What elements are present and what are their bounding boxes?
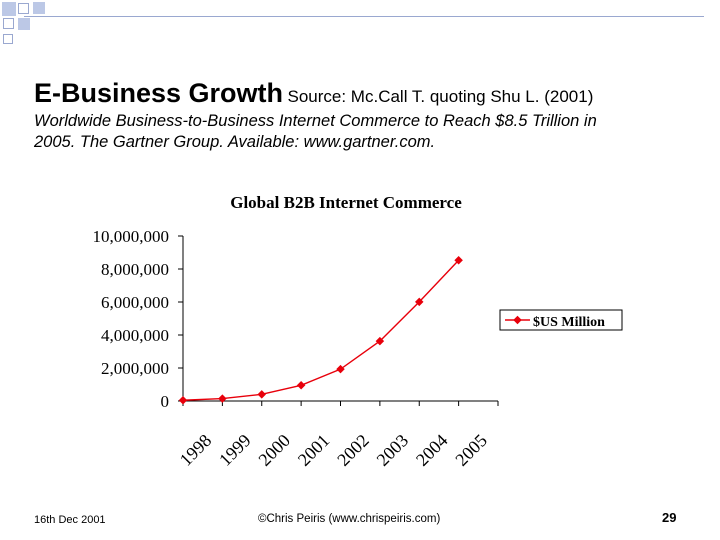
legend-box (499, 309, 623, 331)
legend-marker (513, 315, 522, 325)
x-tick-label: 2002 (333, 430, 373, 470)
x-tick-label: 2004 (412, 430, 452, 470)
data-point-marker (336, 364, 345, 374)
page-number: 29 (662, 510, 677, 525)
decor-square (18, 18, 30, 30)
x-tick-label: 1999 (215, 430, 255, 470)
data-point-marker (454, 256, 463, 265)
chart-legend: $US Million (499, 309, 623, 331)
legend-label: $US Million (533, 315, 605, 330)
subtitle-line: 2005. The Gartner Group. Available: www.… (34, 133, 436, 151)
decor-square (3, 18, 14, 29)
y-tick-label: 0 (161, 392, 170, 411)
x-tick-labels: 1998 1999 2000 2001 2002 2003 2004 2005 (176, 430, 491, 470)
footer-date: 16th Dec 2001 (34, 514, 106, 526)
slide-title: E-Business Growth Source: Mc.Call T. quo… (34, 78, 593, 109)
x-tick-label: 2005 (451, 430, 491, 470)
y-tick-label: 2,000,000 (101, 359, 169, 378)
y-tick-label: 8,000,000 (101, 260, 169, 279)
data-point-marker (178, 396, 188, 405)
y-tick-labels: 0 2,000,000 4,000,000 6,000,000 8,000,000 10,… (93, 227, 170, 411)
x-tick-label: 1998 (176, 430, 216, 470)
data-point-marker (375, 336, 385, 346)
subtitle-line: Worldwide Business-to-Business Internet … (34, 112, 597, 130)
data-point-marker (296, 381, 306, 390)
chart-axes (178, 235, 499, 406)
header-rule (24, 16, 704, 17)
chart-series (178, 256, 463, 405)
footer-copyright: ©Chris Peiris (www.chrispeiris.com) (258, 513, 441, 525)
decor-square (33, 2, 45, 14)
slide-subtitle: Worldwide Business-to-Business Internet … (34, 111, 674, 153)
decor-square (3, 34, 13, 44)
chart-title: Global B2B Internet Commerce (230, 193, 462, 212)
slide-title-main: E-Business Growth (34, 78, 284, 108)
x-tick-label: 2000 (254, 430, 294, 470)
y-tick-label: 4,000,000 (101, 326, 169, 345)
slide-source: Source: Mc.Call T. quoting Shu L. (2001) (287, 87, 594, 106)
data-point-marker (257, 390, 266, 399)
data-point-marker (415, 297, 424, 307)
decor-square (2, 2, 16, 16)
data-point-marker (218, 394, 227, 403)
decor-square (18, 3, 29, 14)
y-tick-label: 10,000,000 (93, 227, 170, 246)
x-tick-label: 2003 (373, 430, 413, 470)
x-tick-label: 2001 (294, 430, 334, 470)
y-tick-label: 6,000,000 (101, 293, 169, 312)
series-line (182, 259, 460, 401)
